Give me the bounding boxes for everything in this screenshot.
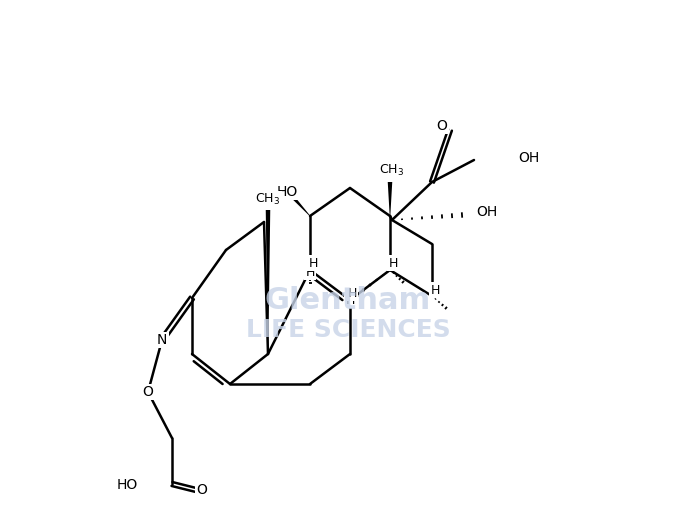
Text: LIFE SCIENCES: LIFE SCIENCES — [246, 318, 450, 342]
Text: H: H — [345, 293, 355, 306]
Text: H: H — [306, 266, 315, 279]
Text: H: H — [308, 256, 317, 269]
Text: OH: OH — [518, 151, 539, 165]
Polygon shape — [266, 210, 270, 354]
Text: N: N — [157, 333, 167, 347]
Text: CH$_3$: CH$_3$ — [255, 192, 280, 207]
Text: OH: OH — [476, 205, 497, 219]
Text: H: H — [347, 287, 356, 300]
Text: HO: HO — [117, 478, 138, 492]
Polygon shape — [388, 182, 393, 216]
Text: O: O — [143, 385, 153, 399]
Text: H: H — [388, 256, 397, 269]
Text: O: O — [436, 119, 448, 133]
Text: CH$_3$: CH$_3$ — [379, 163, 404, 178]
Text: H: H — [430, 283, 440, 296]
Text: HO: HO — [277, 185, 298, 199]
Polygon shape — [390, 216, 393, 221]
Text: O: O — [196, 483, 207, 497]
Text: Glentham: Glentham — [265, 285, 431, 315]
Polygon shape — [289, 192, 310, 216]
